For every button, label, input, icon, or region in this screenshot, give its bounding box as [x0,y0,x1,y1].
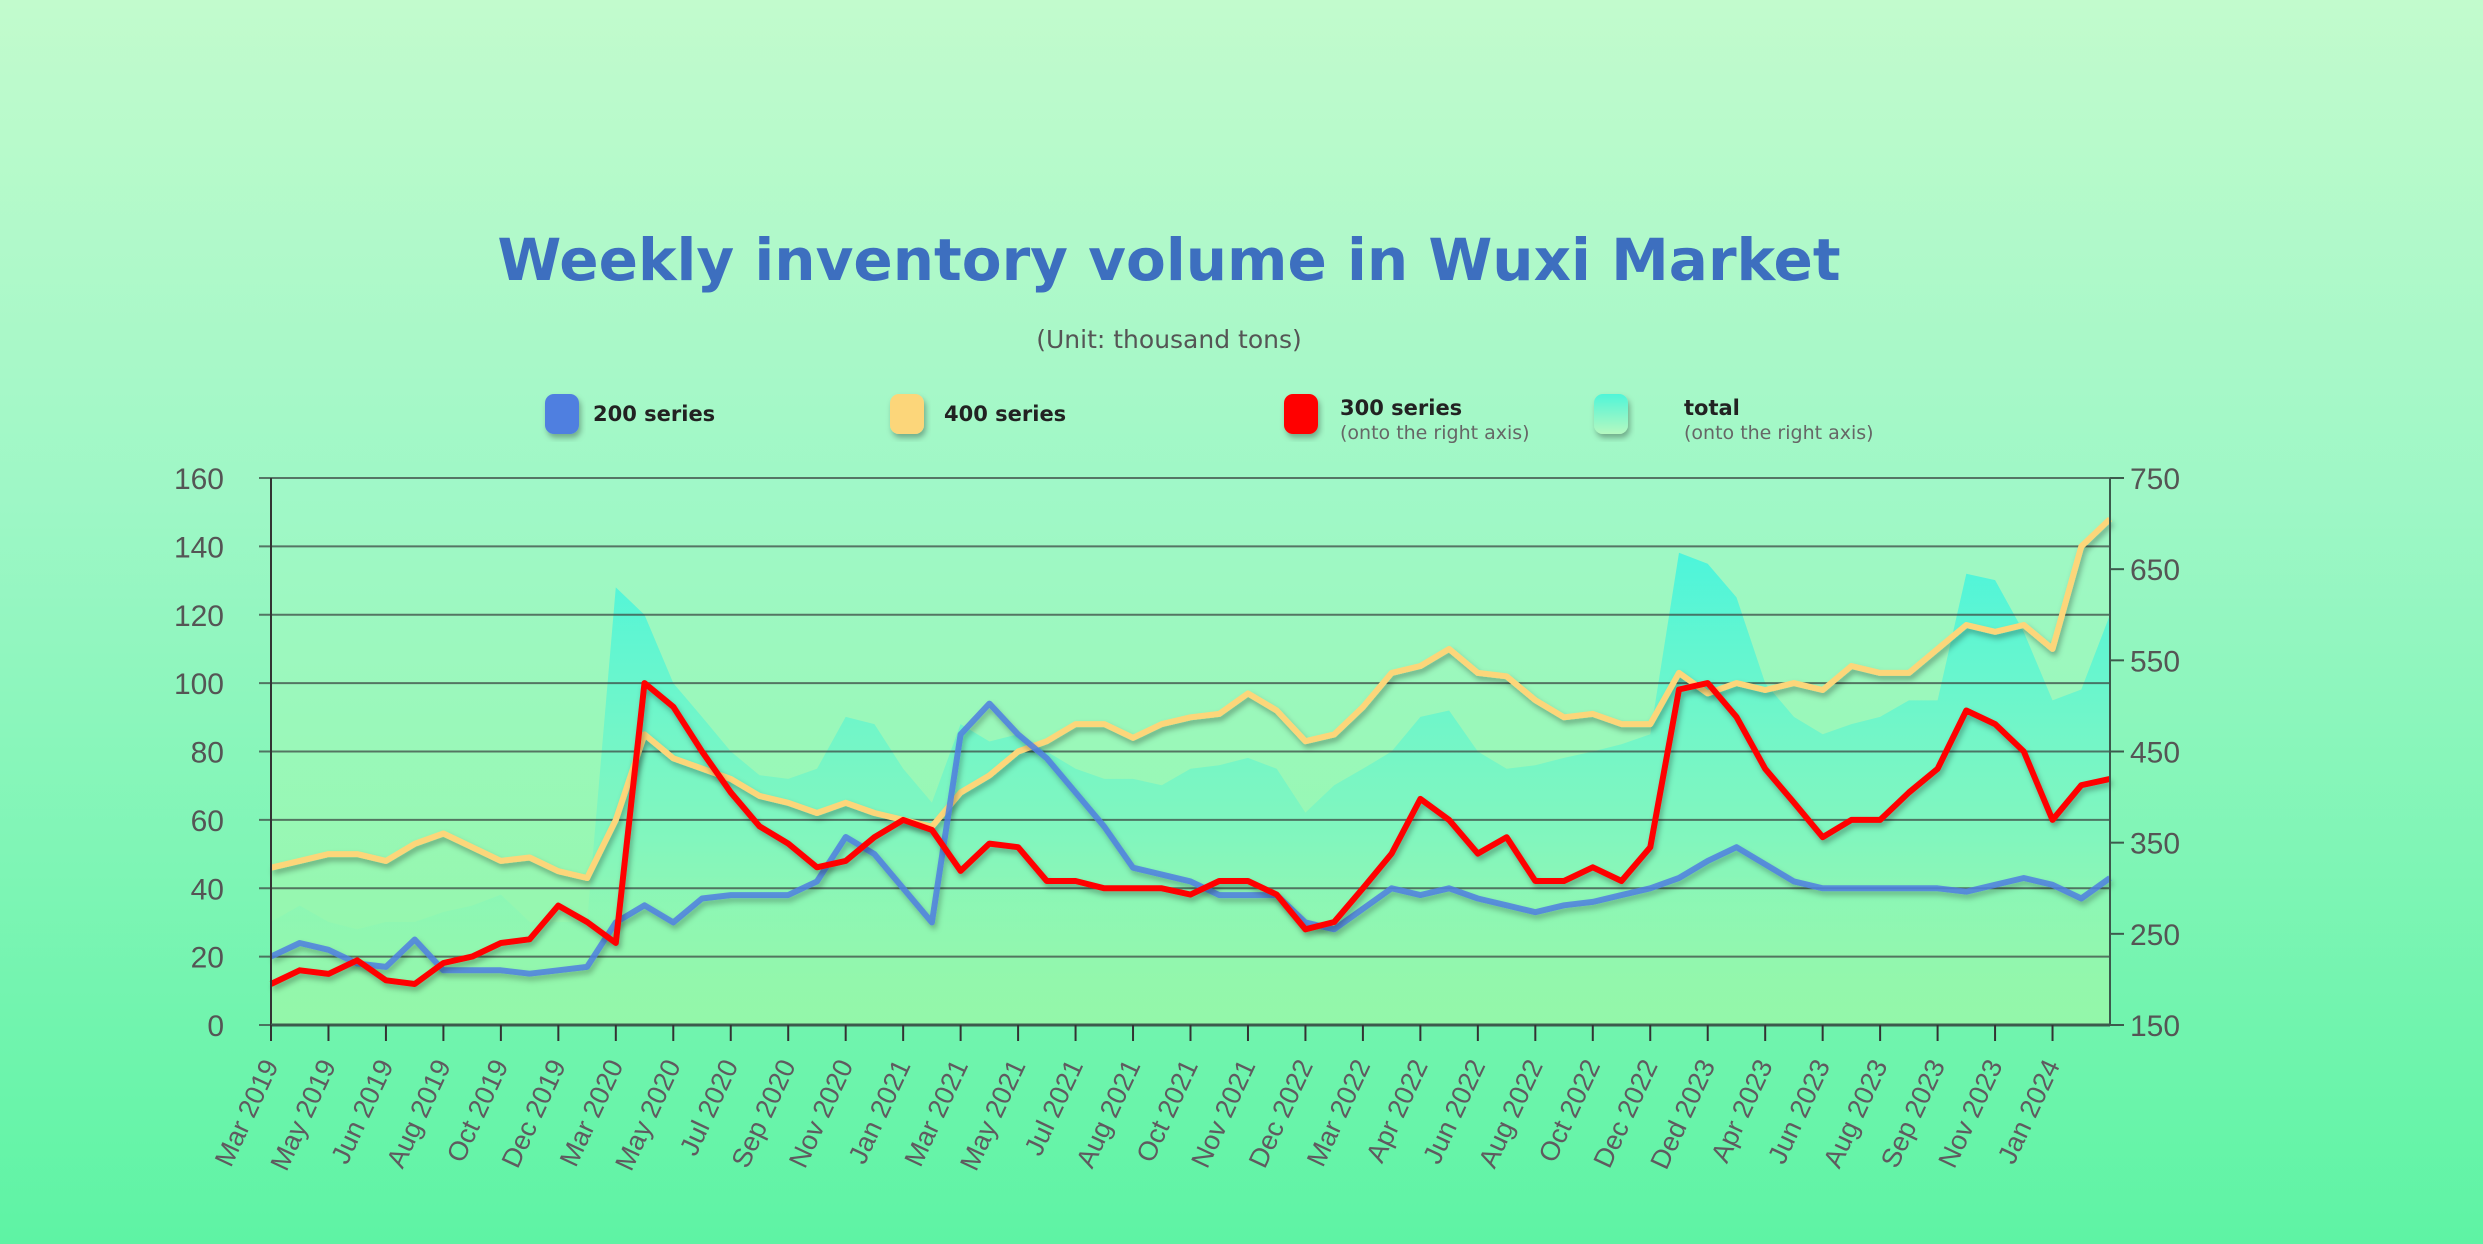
legend-sublabel: (onto the right axis) [1340,422,1530,444]
series-line-400-series [270,516,2113,881]
legend-swatch [1594,394,1628,434]
series-line-300-series [269,680,2111,987]
left-tick-label: 0 [207,1010,224,1043]
legend-item-total[interactable]: total(onto the right axis) [1594,394,1874,444]
legend: 200 series 400 series 300 series(onto the … [545,394,1874,444]
lines [269,516,2113,987]
legend-swatch [545,394,579,434]
series-line-200-series [269,700,2112,977]
left-tick-label: 60 [191,805,224,838]
left-tick-label: 20 [191,942,224,975]
chart-title: Weekly inventory volume in Wuxi Market [497,226,1840,294]
legend-item-300-series[interactable]: 300 series(onto the right axis) [1284,394,1530,444]
legend-swatch [890,394,924,434]
legend-label: 300 series [1340,396,1462,420]
right-tick-label: 750 [2130,463,2180,496]
legend-item-200-series[interactable]: 200 series [545,394,715,434]
legend-label: total [1684,396,1740,420]
right-tick-label: 150 [2130,1010,2180,1043]
legend-sublabel: (onto the right axis) [1684,422,1874,444]
legend-item-400-series[interactable]: 400 series [890,394,1066,434]
left-tick-label: 140 [174,531,224,564]
right-tick-label: 350 [2130,828,2180,861]
legend-label: 200 series [593,402,715,426]
legend-label: 400 series [944,402,1066,426]
left-tick-label: 160 [174,463,224,496]
right-tick-label: 550 [2130,645,2180,678]
left-tick-label: 120 [174,600,224,633]
series-area-total [271,552,2110,1025]
area-layer [271,552,2110,1025]
right-tick-label: 650 [2130,554,2180,587]
left-tick-label: 80 [191,737,224,770]
right-tick-label: 450 [2130,737,2180,770]
left-tick-label: 40 [191,873,224,906]
right-tick-label: 250 [2130,919,2180,952]
chart-subtitle: (Unit: thousand tons) [1036,325,1302,354]
legend-swatch [1284,394,1318,434]
left-tick-label: 100 [174,668,224,701]
